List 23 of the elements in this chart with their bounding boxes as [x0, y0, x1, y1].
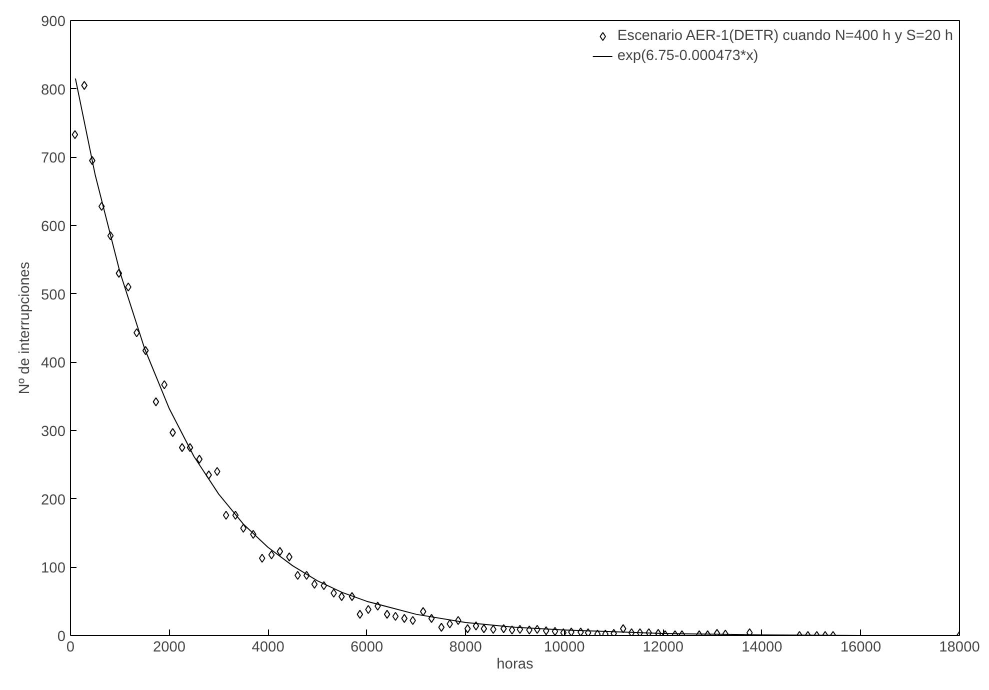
x-tick-label: 8000 [449, 640, 482, 656]
y-tick-label: 800 [41, 82, 66, 98]
y-tick-label: 0 [57, 629, 66, 645]
x-tick-label: 10000 [544, 640, 585, 656]
y-tick-label: 600 [41, 219, 66, 235]
x-tick-label: 16000 [840, 640, 882, 656]
x-tick-label: 12000 [642, 640, 684, 656]
y-tick-label: 700 [41, 150, 66, 167]
y-tick-label: 400 [41, 356, 66, 372]
x-tick-label: 6000 [350, 640, 384, 656]
y-tick-label: 100 [41, 560, 66, 577]
x-tick-label: 18000 [939, 640, 980, 656]
y-tick-label: 300 [41, 424, 66, 440]
x-tick-label: 4000 [252, 640, 284, 656]
y-axis-title: Nº de interrupciones [17, 262, 34, 394]
legend-label: exp(6.75-0.000473*x) [617, 48, 758, 64]
x-tick-label: 2000 [152, 640, 186, 656]
y-tick-label: 200 [41, 492, 66, 508]
x-tick-label: 14000 [742, 640, 782, 656]
y-tick-label: 900 [41, 14, 66, 30]
y-tick-label: 500 [41, 287, 66, 304]
legend-label: Escenario AER-1(DETR) cuando N=400 h y S=20 h [617, 28, 953, 44]
x-axis-title: horas [496, 656, 534, 672]
